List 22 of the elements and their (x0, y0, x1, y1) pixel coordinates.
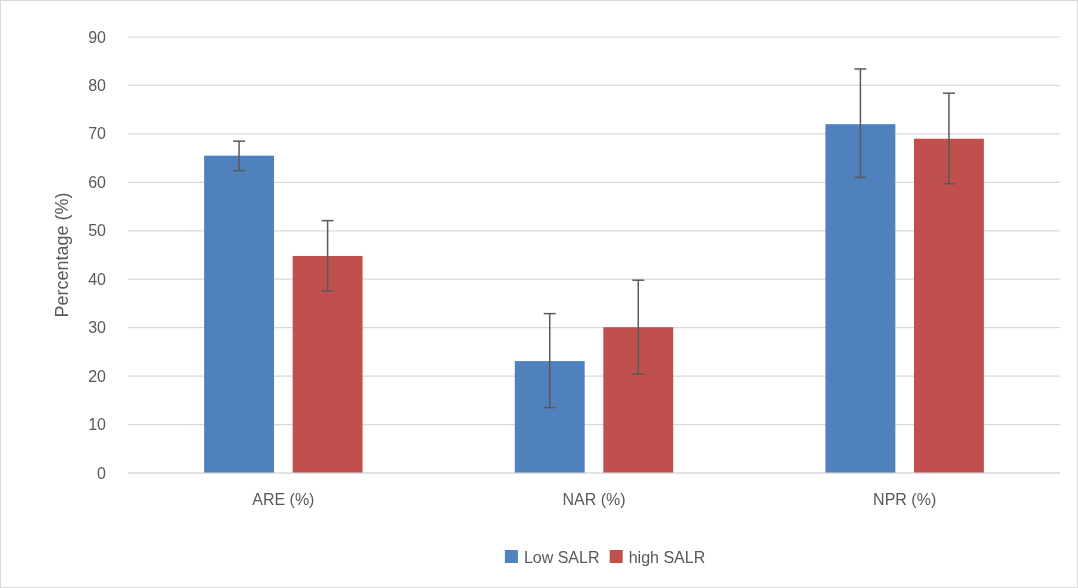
bar (292, 255, 363, 473)
y-tick-label: 50 (88, 222, 107, 240)
y-tick-label: 40 (88, 270, 107, 288)
x-tick-label: NPR (%) (873, 491, 937, 508)
bar (514, 361, 585, 473)
y-tick-label: 60 (88, 173, 107, 191)
y-tick-label: 20 (88, 367, 107, 385)
legend-label: Low SALR (523, 548, 600, 566)
y-tick-label: 70 (88, 125, 107, 143)
y-axis-title: Percentage (%) (52, 192, 72, 318)
y-tick-label: 0 (97, 464, 107, 482)
x-tick-label: ARE (%) (252, 491, 315, 508)
bar (204, 155, 275, 473)
legend-label: high SALR (628, 548, 706, 566)
bar (913, 138, 984, 473)
y-tick-label: 80 (88, 77, 107, 95)
y-tick-label: 10 (88, 416, 107, 434)
bar (825, 124, 896, 473)
bar (603, 327, 674, 473)
y-tick-label: 30 (88, 319, 107, 337)
x-tick-label: NAR (%) (562, 491, 626, 508)
y-tick-label: 90 (88, 28, 107, 46)
